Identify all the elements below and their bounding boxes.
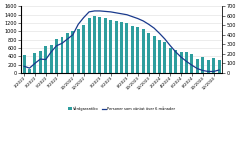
Bar	[217, 60, 221, 73]
Bar	[142, 29, 145, 73]
Bar	[93, 16, 96, 73]
Bar	[126, 23, 128, 73]
Bar	[44, 46, 47, 73]
Bar	[136, 28, 139, 73]
Bar	[174, 50, 177, 73]
Legend: Vårdgarantiko, Personer som väntat över 6 månader: Vårdgarantiko, Personer som väntat över …	[66, 105, 177, 112]
Bar	[66, 33, 69, 73]
Bar	[163, 42, 166, 73]
Bar	[191, 54, 193, 73]
Bar	[104, 18, 107, 73]
Bar	[169, 48, 172, 73]
Bar	[82, 24, 85, 73]
Bar	[50, 45, 53, 73]
Bar	[201, 57, 204, 73]
Bar	[131, 26, 134, 73]
Bar	[39, 51, 42, 73]
Bar	[98, 17, 101, 73]
Bar	[60, 37, 64, 73]
Bar	[196, 59, 199, 73]
Bar	[33, 53, 36, 73]
Bar	[77, 29, 80, 73]
Bar	[158, 40, 161, 73]
Bar	[180, 52, 183, 73]
Bar	[115, 21, 118, 73]
Bar	[147, 33, 150, 73]
Bar	[88, 18, 90, 73]
Bar	[212, 58, 215, 73]
Bar	[120, 22, 123, 73]
Bar	[153, 36, 156, 73]
Bar	[207, 60, 210, 73]
Bar	[28, 69, 31, 73]
Bar	[55, 39, 58, 73]
Bar	[23, 55, 26, 73]
Bar	[185, 52, 188, 73]
Bar	[71, 31, 74, 73]
Bar	[109, 19, 112, 73]
